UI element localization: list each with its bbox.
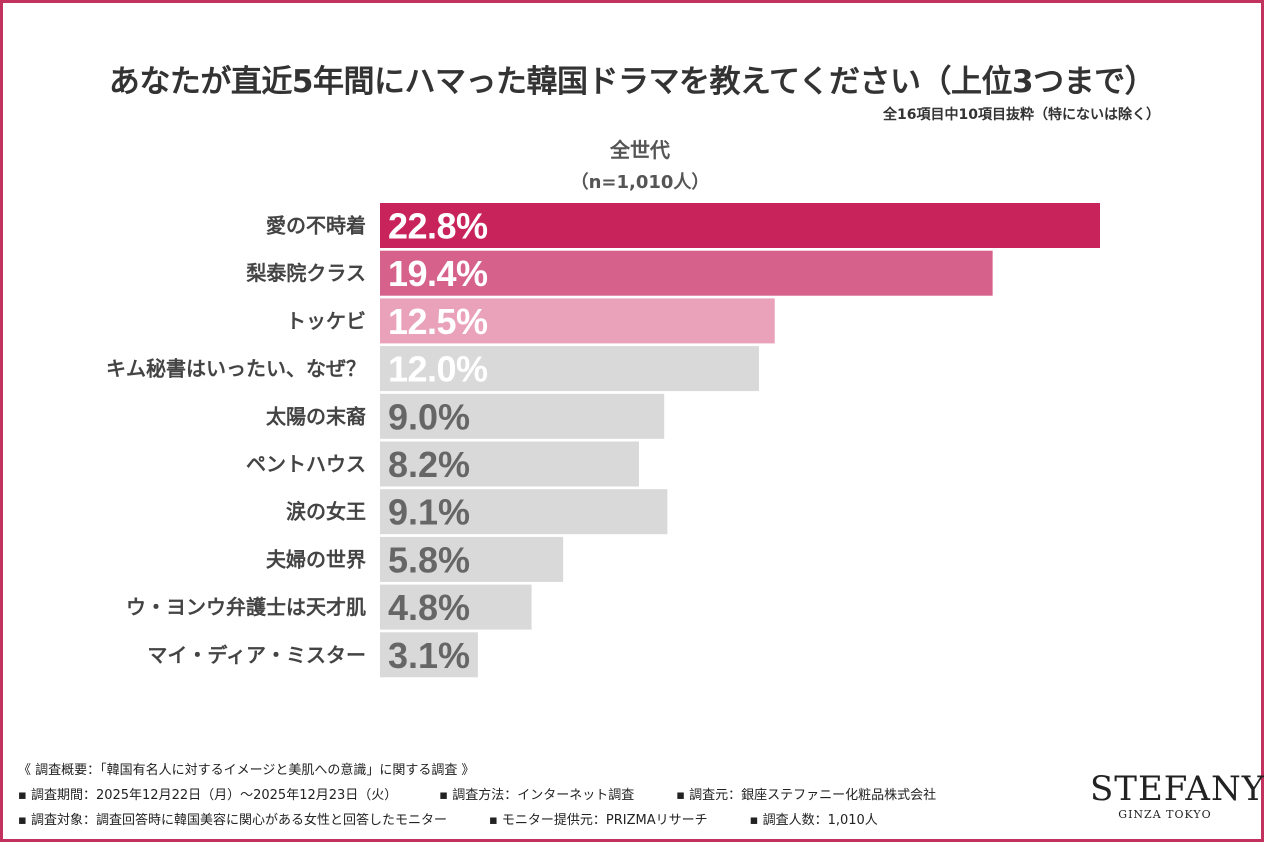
category-label: 愛の不時着 (266, 214, 366, 238)
bar (380, 203, 1100, 248)
data-label: 9.0% (388, 396, 470, 437)
bar (380, 298, 775, 344)
data-label: 5.8% (388, 539, 470, 580)
bar (380, 250, 993, 296)
survey-period: ▪ 調査期間：2025年12月22日（月）～2025年12月23日（火） (18, 788, 398, 803)
survey-target: ▪ 調査対象：調査回答時に韓国美容に関心がある女性と回答したモニター (18, 813, 447, 828)
logo-sub: GINZA TOKYO (1118, 808, 1212, 821)
survey-method: ▪ 調査方法：インターネット調査 (439, 788, 635, 803)
data-label: 12.0% (388, 349, 488, 390)
bar (380, 489, 668, 535)
footer-overview: 《 調査概要：「韓国有名人に対するイメージと美肌への意識」に関する調査 》 (18, 763, 475, 778)
chart-subtitle: 全16項目中10項目抜粋（特にないは除く） (883, 107, 1160, 123)
survey-count: ▪ 調査人数：1,010人 (749, 813, 878, 828)
category-label: 涙の女王 (286, 500, 366, 524)
bar-chart: 愛の不時着 22.8% 梨泰院クラス 19.4% トッケビ 12.5% キム秘書はいったい、… (106, 203, 1100, 678)
chart-title: あなたが直近5年間にハマった韓国ドラマを教えてください（上位3つまで） (108, 64, 1156, 100)
bar (380, 346, 759, 392)
data-label: 12.5% (388, 301, 488, 342)
category-label: キム秘書はいったい、なぜ？ (106, 357, 366, 381)
bar (380, 632, 478, 678)
footer-row-2: ▪ 調査対象：調査回答時に韓国美容に関心がある女性と回答したモニター ▪ モニター… (18, 809, 920, 828)
category-label: 太陽の末裔 (266, 404, 366, 428)
bar (380, 393, 665, 439)
series-label: 全世代 (610, 138, 670, 162)
data-label: 4.8% (388, 587, 470, 628)
bar (380, 441, 639, 487)
data-label: 3.1% (388, 635, 470, 676)
data-label: 19.4% (388, 253, 488, 294)
monitor-provider: ▪ モニター提供元：PRIZMAリサーチ (488, 813, 708, 828)
stefany-logo: STEFANY GINZA TOKYO (1090, 769, 1264, 821)
bar (380, 584, 532, 630)
category-label: 梨泰院クラス (246, 261, 366, 285)
sample-size: （n=1,010人） (570, 172, 710, 193)
category-label: マイ・ディア・ミスター (147, 643, 366, 667)
data-label: 22.8% (388, 206, 488, 247)
category-label: ペントハウス (246, 452, 366, 476)
data-label: 8.2% (388, 444, 470, 485)
bar (380, 536, 564, 582)
data-label: 9.1% (388, 492, 470, 533)
footer-row-1: ▪ 調査期間：2025年12月22日（月）～2025年12月23日（火） ▪ 調査… (18, 784, 978, 803)
category-label: トッケビ (286, 309, 366, 333)
logo-name: STEFANY (1090, 769, 1264, 809)
category-label: ウ・ヨンウ弁護士は天才肌 (126, 595, 366, 619)
category-label: 夫婦の世界 (266, 547, 366, 571)
survey-organizer: ▪ 調査元：銀座ステファニー化粧品株式会社 (676, 788, 937, 803)
